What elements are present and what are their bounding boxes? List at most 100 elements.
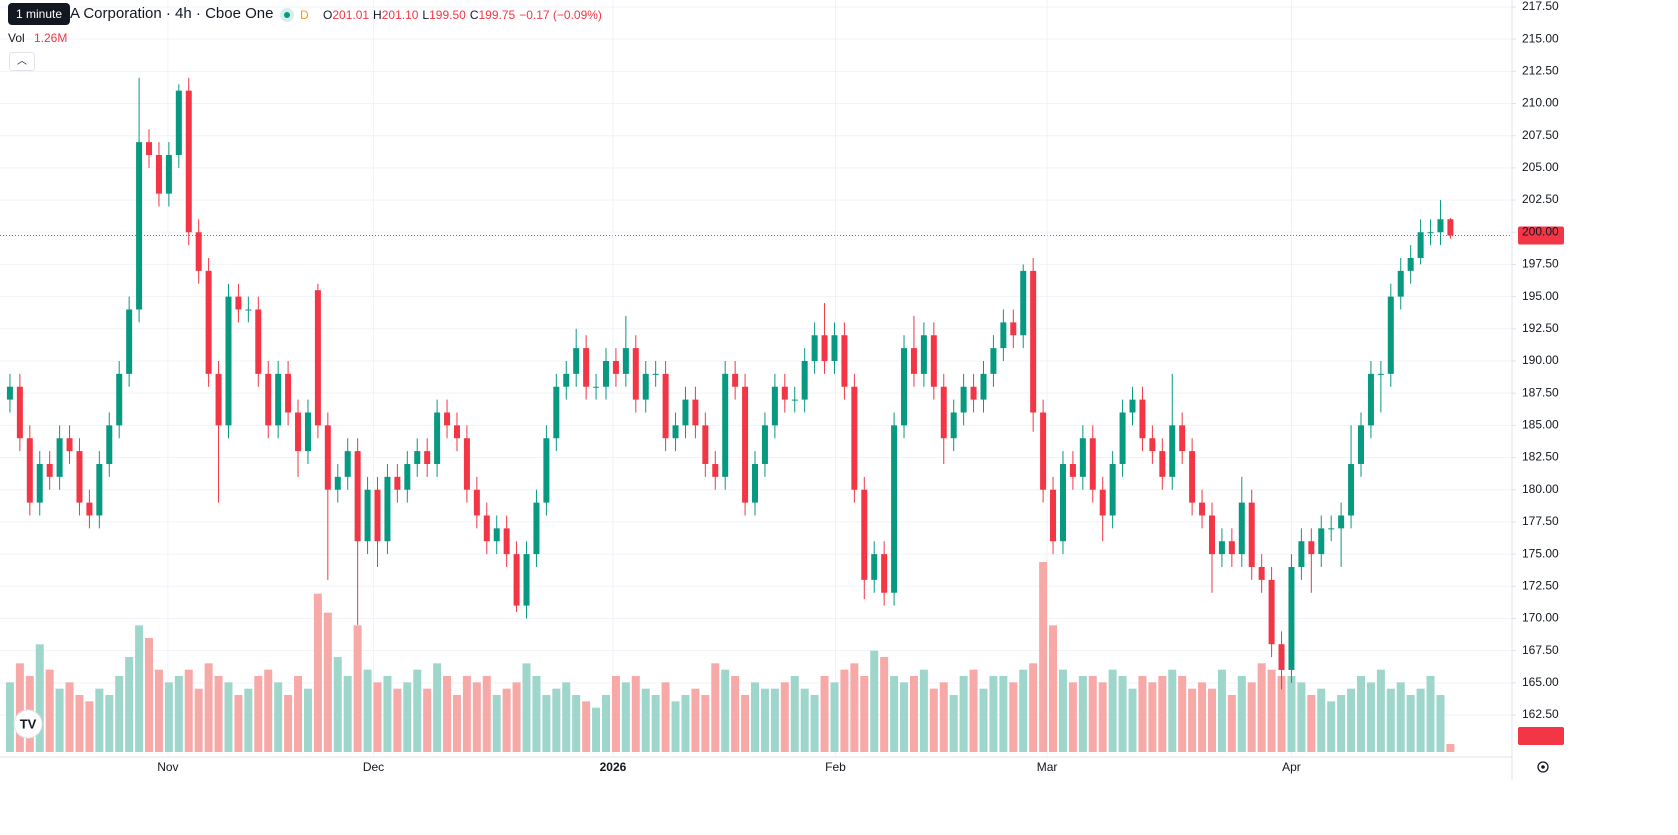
- y-tick-label: 187.50: [1522, 385, 1559, 399]
- candle-body: [394, 476, 401, 490]
- volume-bar: [760, 688, 769, 752]
- volume-bar: [532, 676, 541, 752]
- candle-body: [106, 425, 113, 464]
- volume-bar: [75, 695, 84, 752]
- ohlc-value: 201.10: [381, 8, 419, 22]
- candle-body: [36, 463, 43, 503]
- y-tick-label: 162.50: [1522, 707, 1559, 721]
- candle-body: [165, 155, 172, 194]
- candle-body: [513, 554, 520, 606]
- candle-body: [692, 399, 699, 426]
- candle-body: [662, 373, 669, 439]
- volume-bar: [949, 695, 958, 752]
- volume-bar: [651, 695, 660, 752]
- y-tick-label: 207.50: [1522, 128, 1559, 142]
- volume-bar: [721, 669, 730, 752]
- candle-body: [831, 335, 838, 361]
- candle-body: [1308, 541, 1315, 555]
- volume-bar: [1356, 676, 1365, 752]
- candle-body: [672, 425, 679, 439]
- candle-body: [632, 348, 639, 400]
- volume-bar: [184, 669, 193, 752]
- candle-body: [364, 489, 371, 542]
- candle-body: [1129, 399, 1136, 413]
- collapse-button[interactable]: ︿: [9, 52, 35, 71]
- plot: 162.50 165.00 167.50 170.00 172.50 175.00 177.…: [0, 0, 1559, 774]
- volume-bar: [1118, 676, 1127, 752]
- y-tick-label: 197.50: [1522, 257, 1559, 271]
- candle-body: [463, 438, 470, 490]
- candle-body: [1149, 438, 1156, 452]
- volume-bar: [572, 695, 581, 752]
- candle-body: [155, 155, 162, 194]
- candle-body: [891, 425, 898, 593]
- candle-body: [404, 463, 411, 490]
- volume-bar: [244, 688, 253, 752]
- candle-body: [285, 373, 292, 413]
- candle-body: [1139, 399, 1146, 439]
- candle-body: [424, 451, 431, 464]
- candle-body: [781, 386, 788, 400]
- volume-bar: [363, 669, 372, 752]
- candle-body: [1179, 425, 1186, 452]
- candle-body: [195, 232, 202, 271]
- volume-bar: [919, 669, 928, 752]
- candle-body: [821, 335, 828, 361]
- candle-body: [374, 489, 381, 542]
- volume-bar: [174, 676, 183, 752]
- volume-bar: [1019, 669, 1028, 752]
- volume-bar: [135, 625, 144, 752]
- candle-body: [304, 412, 311, 452]
- volume-bar: [423, 688, 432, 752]
- candle-body: [1079, 438, 1086, 477]
- candle-body: [1367, 373, 1374, 426]
- candle-body: [742, 386, 749, 503]
- candle-body: [970, 386, 977, 400]
- volume-bar: [452, 695, 461, 752]
- vol-value: 1.26M: [34, 31, 68, 45]
- volume-bar: [1327, 701, 1336, 752]
- logo[interactable]: [13, 709, 43, 739]
- volume-bar: [631, 676, 640, 752]
- volume-bar: [284, 695, 293, 752]
- volume-bar: [1386, 688, 1395, 752]
- volume-bar: [1366, 682, 1375, 752]
- settings-icon[interactable]: [1537, 761, 1549, 773]
- candle-body: [990, 348, 997, 374]
- volume-bar: [45, 669, 54, 752]
- volume-bar: [343, 676, 352, 752]
- volume-bar: [999, 676, 1008, 752]
- candle-body: [1437, 219, 1444, 233]
- candle-body: [642, 373, 649, 400]
- volume-bar: [592, 707, 601, 752]
- candle-body: [1427, 232, 1434, 234]
- candle-body: [1159, 451, 1166, 477]
- volume-bar: [1148, 682, 1157, 752]
- volume-bar: [671, 701, 680, 752]
- volume-bar: [443, 676, 452, 752]
- volume-bar: [1446, 744, 1455, 752]
- volume-bar: [1078, 676, 1087, 752]
- volume-bar: [512, 682, 521, 752]
- y-tick-label: 185.00: [1522, 418, 1559, 432]
- volume-bar: [1277, 676, 1286, 752]
- volume-bar: [1297, 682, 1306, 752]
- volume-bar: [1257, 663, 1266, 752]
- candle-body: [146, 142, 153, 156]
- x-tick-label: Nov: [157, 760, 178, 774]
- y-tick-label: 172.50: [1522, 578, 1559, 592]
- candle-body: [851, 386, 858, 490]
- candle-body: [295, 412, 302, 452]
- volume-bar: [1287, 676, 1296, 752]
- candle-body: [205, 270, 212, 374]
- volume-bar: [691, 688, 700, 752]
- candle-body: [910, 348, 917, 374]
- candle-body: [1407, 257, 1414, 271]
- volume-bar: [552, 688, 561, 752]
- candle-body: [255, 309, 262, 374]
- candle-body: [215, 373, 222, 426]
- x-tick-label: Apr: [1282, 760, 1301, 774]
- symbol-title[interactable]: A Corporation · 4h · Cboe One: [70, 5, 274, 22]
- candle-body: [901, 348, 908, 426]
- volume-bar: [1068, 682, 1077, 752]
